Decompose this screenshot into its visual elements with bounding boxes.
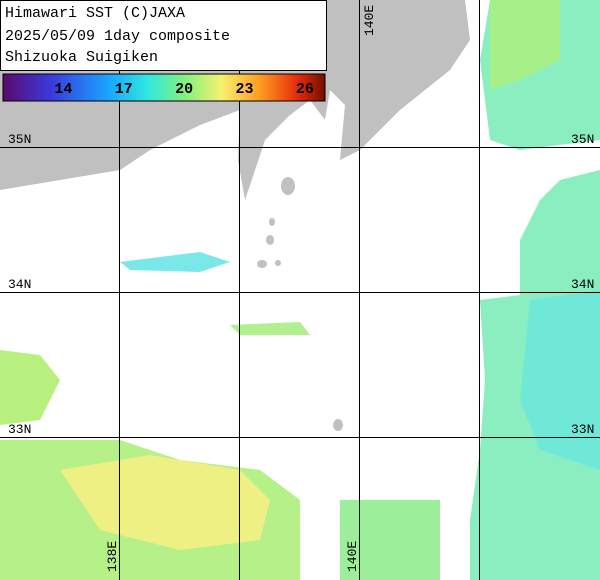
colorbar-ticks: 14 17 20 23 26: [54, 81, 314, 98]
lat-label: 33N: [571, 422, 594, 437]
island: [269, 218, 275, 226]
sst-ne: [490, 0, 560, 90]
sst-s: [340, 500, 440, 580]
lat-label: 34N: [571, 277, 594, 292]
island: [266, 235, 274, 245]
lat-label: 35N: [8, 132, 31, 147]
lon-label: 140E: [345, 541, 360, 572]
island: [333, 419, 343, 431]
title-line: Himawari SST (C)JAXA: [5, 5, 185, 22]
colorbar-tick-label: 26: [296, 81, 314, 98]
sst-patch: [120, 252, 230, 272]
grid-labels: 35N 35N 34N 34N 33N 33N 140E 138E 140E: [8, 5, 594, 572]
sst-w: [0, 350, 60, 425]
lon-label: 138E: [105, 541, 120, 572]
island: [257, 260, 267, 268]
lat-label: 35N: [571, 132, 594, 147]
colorbar-tick-label: 14: [54, 81, 72, 98]
title-line: Shizuoka Suigiken: [5, 49, 158, 66]
island: [281, 177, 295, 195]
colorbar-tick-label: 17: [115, 81, 133, 98]
sst-sw-warm: [60, 455, 270, 550]
lat-label: 33N: [8, 422, 31, 437]
title-line: 2025/05/09 1day composite: [5, 28, 230, 45]
colorbar-tick-label: 20: [175, 81, 193, 98]
lon-label: 140E: [362, 5, 377, 36]
lat-label: 34N: [8, 277, 31, 292]
colorbar-tick-label: 23: [235, 81, 253, 98]
colorbar: [2, 73, 326, 102]
sst-east-cool: [520, 290, 600, 470]
title-box: [0, 0, 327, 71]
island: [275, 260, 281, 266]
sst-patch: [230, 322, 310, 335]
